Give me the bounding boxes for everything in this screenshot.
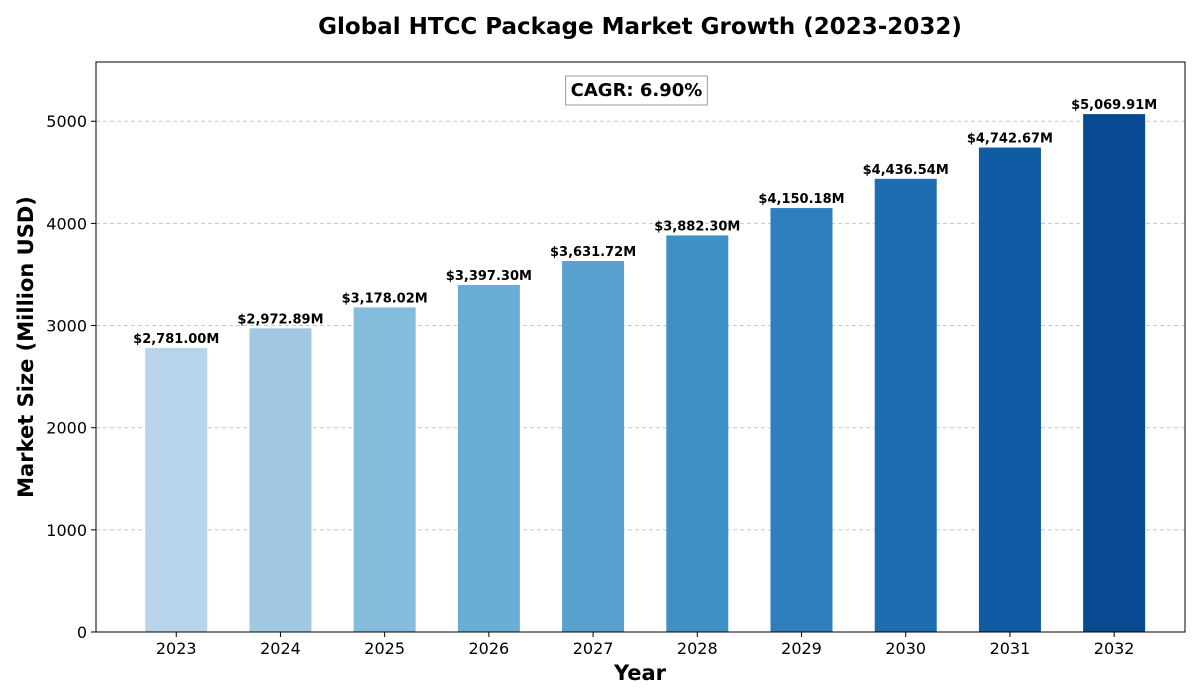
bar-2026 (457, 284, 520, 632)
chart-title: Global HTCC Package Market Growth (2023-… (318, 14, 962, 40)
bar-value-label: $3,397.30M (446, 269, 532, 284)
x-tick-label: 2028 (677, 639, 718, 658)
y-tick-label: 3000 (46, 317, 87, 336)
y-axis-label: Market Size (Million USD) (14, 196, 38, 498)
x-tick-label: 2029 (781, 639, 822, 658)
bar-2027 (562, 261, 625, 632)
x-tick-label: 2024 (260, 639, 301, 658)
cagr-annotation: CAGR: 6.90% (565, 75, 708, 106)
bar-2030 (874, 178, 937, 632)
bar-value-label: $4,742.67M (967, 132, 1053, 147)
y-tick-label: 2000 (46, 419, 87, 438)
x-tick-label: 2027 (573, 639, 614, 658)
x-tick-label: 2026 (469, 639, 510, 658)
bar-value-label: $3,882.30M (654, 219, 740, 234)
plot-area-frame (95, 61, 1186, 633)
y-tick-label: 0 (77, 623, 87, 642)
bar-value-label: $5,069.91M (1071, 98, 1157, 113)
bar-2032 (1083, 114, 1146, 633)
bar-value-label: $4,436.54M (863, 163, 949, 178)
x-tick-label: 2032 (1094, 639, 1135, 658)
bars (145, 114, 1146, 633)
value-labels: $2,781.00M $2,972.89M $3,178.02M $3,397.30M… (133, 98, 1157, 347)
bar-value-label: $3,178.02M (342, 291, 428, 306)
bar-2031 (978, 147, 1041, 633)
x-axis-label: Year (613, 661, 667, 685)
bar-2028 (666, 235, 729, 633)
bar-value-label: $3,631.72M (550, 245, 636, 260)
cagr-box (565, 75, 708, 106)
y-tick-label: 4000 (46, 214, 87, 233)
cagr-label: CAGR: 6.90% (571, 80, 703, 101)
bar-2024 (249, 328, 312, 632)
y-axis-ticks: 0 1000 2000 3000 4000 5000 (46, 112, 96, 642)
bar-2023 (145, 347, 208, 632)
y-tick-label: 5000 (46, 112, 87, 131)
bar-2025 (353, 307, 416, 632)
bar-value-label: $2,781.00M (133, 332, 219, 347)
bar-2029 (770, 208, 833, 632)
x-tick-label: 2030 (885, 639, 926, 658)
x-axis-ticks: 2023 2024 2025 2026 2027 2028 2029 2030 2031 2032 (156, 632, 1135, 658)
x-tick-label: 2025 (364, 639, 405, 658)
bar-value-label: $2,972.89M (237, 312, 323, 327)
x-tick-label: 2023 (156, 639, 197, 658)
y-tick-label: 1000 (46, 521, 87, 540)
x-tick-label: 2031 (990, 639, 1031, 658)
bar-value-label: $4,150.18M (758, 192, 844, 207)
